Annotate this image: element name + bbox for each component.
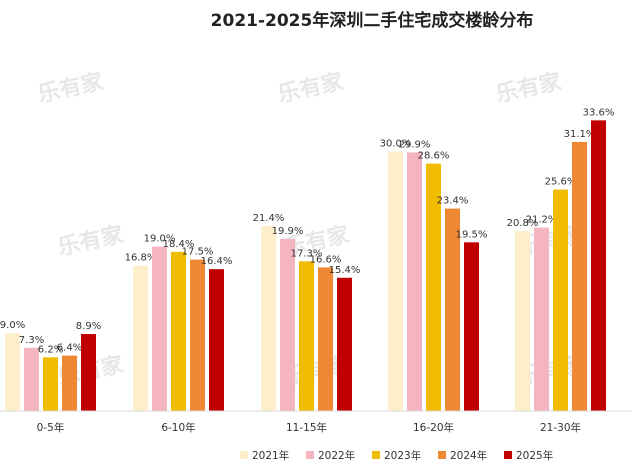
- chart-title: 2021-2025年深圳二手住宅成交楼龄分布: [211, 10, 534, 31]
- data-label: 25.6%: [545, 177, 577, 188]
- data-label: 30.0%: [380, 139, 412, 150]
- data-label: 21.4%: [253, 213, 285, 224]
- bar-2021年-21-30年: [515, 231, 530, 411]
- legend-swatch: [240, 451, 248, 459]
- bar-2022年-11-15年: [280, 238, 295, 411]
- data-label: 31.1%: [564, 129, 596, 140]
- data-label: 9.0%: [0, 320, 25, 331]
- category-label: 16-20年: [413, 421, 454, 434]
- data-label: 28.6%: [418, 151, 450, 162]
- bar-2021年-16-20年: [388, 151, 403, 411]
- legend-swatch: [504, 451, 512, 459]
- bar-2021年-11-15年: [261, 225, 276, 411]
- bar-2023年-11-15年: [299, 261, 314, 411]
- data-label: 15.4%: [329, 265, 361, 276]
- data-label: 16.8%: [125, 253, 157, 264]
- data-label: 16.6%: [310, 254, 342, 265]
- legend: 2021年 2022年 2023年 2024年 2025年: [240, 449, 553, 462]
- data-label: 33.6%: [583, 107, 615, 118]
- watermark-text: 乐有家: [36, 68, 107, 107]
- bar-2021年-6-10年: [133, 265, 148, 411]
- bar-2022年-21-30年: [534, 227, 549, 411]
- data-label: 8.9%: [76, 321, 101, 332]
- data-label: 29.9%: [399, 139, 431, 150]
- bar-2025年-21-30年: [591, 120, 606, 412]
- category-label: 0-5年: [37, 421, 65, 434]
- data-label: 18.4%: [163, 239, 195, 250]
- bar-2022年-0-5年: [24, 347, 39, 411]
- category-label: 21-30年: [540, 421, 581, 434]
- watermark-text: 乐有家: [276, 68, 347, 107]
- legend-label: 2021年: [252, 449, 289, 462]
- legend-swatch: [306, 451, 314, 459]
- bar-2023年-16-20年: [426, 163, 441, 411]
- legend-swatch: [438, 451, 446, 459]
- bar-2025年-0-5年: [81, 334, 96, 411]
- legend-label: 2024年: [450, 449, 487, 462]
- bar-2025年-11-15年: [337, 277, 352, 411]
- data-label: 17.3%: [291, 248, 323, 259]
- bar-2022年-16-20年: [407, 152, 422, 412]
- data-label: 19.0%: [144, 234, 176, 245]
- data-label: 16.4%: [201, 256, 233, 267]
- bar-2025年-16-20年: [464, 242, 479, 411]
- legend-label: 2023年: [384, 449, 421, 462]
- watermark-text: 乐有家: [494, 68, 565, 107]
- bar-2021年-0-5年: [5, 333, 20, 411]
- bar-2024年-11-15年: [318, 267, 333, 411]
- bar-2023年-0-5年: [43, 357, 58, 411]
- data-label: 17.5%: [182, 247, 214, 258]
- bars-group: 9.0% 16.8% 21.4% 30.0% 20.8% 7.3% 19.0% 19.9% 29…: [0, 107, 615, 412]
- category-label: 11-15年: [286, 421, 327, 434]
- data-label: 23.4%: [437, 196, 469, 207]
- data-label: 19.9%: [272, 226, 304, 237]
- category-label: 6-10年: [161, 421, 195, 434]
- data-label: 21.2%: [526, 215, 558, 226]
- data-label: 6.4%: [57, 343, 82, 354]
- bar-2024年-16-20年: [445, 208, 460, 411]
- data-label: 7.3%: [19, 335, 44, 346]
- bar-2022年-6-10年: [152, 246, 167, 411]
- legend-swatch: [372, 451, 380, 459]
- bar-2024年-6-10年: [190, 259, 205, 411]
- data-label: 19.5%: [456, 229, 488, 240]
- watermark-text: 乐有家: [56, 221, 127, 260]
- bar-2024年-0-5年: [62, 355, 77, 411]
- bar-2023年-21-30年: [553, 189, 568, 411]
- legend-label: 2025年: [516, 449, 553, 462]
- bar-2023年-6-10年: [171, 251, 186, 411]
- category-labels: 0-5年 6-10年 11-15年 16-20年 21-30年: [37, 421, 581, 434]
- data-label: 6.2%: [38, 344, 63, 355]
- bar-2024年-21-30年: [572, 141, 587, 412]
- data-label: 20.8%: [507, 218, 539, 229]
- legend-label: 2022年: [318, 449, 355, 462]
- bar-2025年-6-10年: [209, 269, 224, 411]
